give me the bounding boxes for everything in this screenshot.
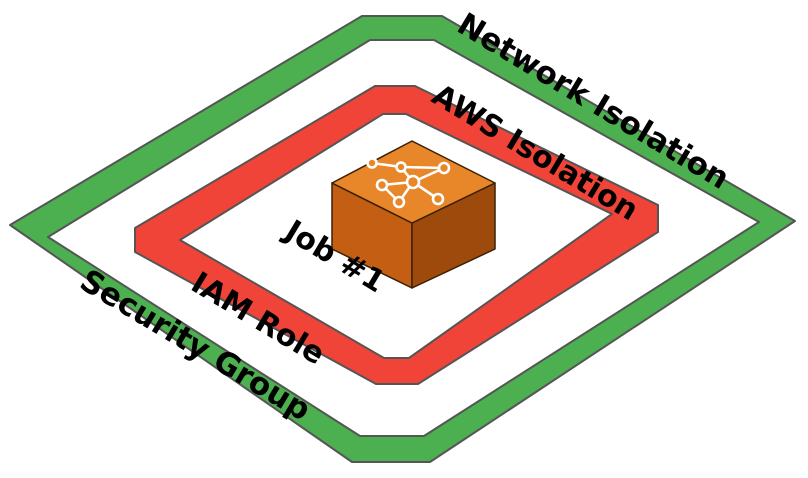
graph-node xyxy=(375,178,389,192)
graph-node xyxy=(366,157,378,169)
network-graph-icon xyxy=(366,157,451,209)
graph-node xyxy=(437,161,451,175)
job-cube xyxy=(331,140,496,289)
graph-node xyxy=(405,174,421,190)
graph-edge xyxy=(399,165,446,170)
outer-ring xyxy=(9,15,796,463)
inner-ring xyxy=(134,85,659,385)
graph-node xyxy=(392,195,406,209)
graph-node xyxy=(431,192,445,206)
graph-node xyxy=(395,161,407,173)
